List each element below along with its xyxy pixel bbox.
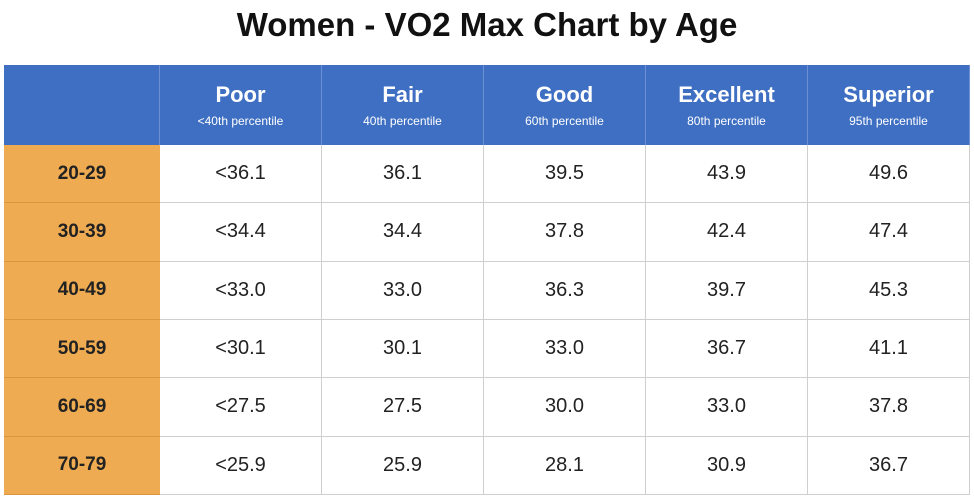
column-header: Good 60th percentile bbox=[484, 65, 646, 145]
column-label: Excellent bbox=[678, 82, 775, 107]
age-label: 20-29 bbox=[4, 145, 160, 204]
vo2-value: 37.8 bbox=[484, 203, 646, 262]
vo2-value: <33.0 bbox=[160, 261, 322, 320]
column-sublabel: 60th percentile bbox=[525, 114, 604, 128]
vo2-value: <25.9 bbox=[160, 436, 322, 495]
column-label: Good bbox=[535, 82, 594, 107]
vo2-value: 33.0 bbox=[646, 378, 808, 437]
vo2-value: 30.9 bbox=[646, 436, 808, 495]
column-sublabel: 80th percentile bbox=[687, 114, 766, 128]
vo2-value: 47.4 bbox=[808, 203, 970, 262]
age-label: 70-79 bbox=[4, 436, 160, 495]
corner-cell bbox=[4, 65, 160, 145]
age-label: 60-69 bbox=[4, 378, 160, 437]
column-label: Poor bbox=[215, 82, 266, 107]
age-label: 50-59 bbox=[4, 319, 160, 379]
vo2-value: 42.4 bbox=[646, 203, 808, 262]
vo2-value: 33.0 bbox=[322, 261, 484, 320]
vo2-value: 30.1 bbox=[322, 319, 484, 379]
vo2-value: <30.1 bbox=[160, 319, 322, 379]
vo2-table: Poor <40th percentile Fair 40th percentile G… bbox=[4, 65, 970, 495]
column-label: Superior bbox=[843, 82, 934, 107]
vo2-value: 41.1 bbox=[808, 319, 970, 379]
vo2-value: <36.1 bbox=[160, 145, 322, 204]
vo2-value: <34.4 bbox=[160, 203, 322, 262]
column-header: Poor <40th percentile bbox=[160, 65, 322, 145]
vo2-value: 36.1 bbox=[322, 145, 484, 204]
column-label: Fair bbox=[382, 82, 423, 107]
column-header: Fair 40th percentile bbox=[322, 65, 484, 145]
vo2-value: 49.6 bbox=[808, 145, 970, 204]
vo2-value: 39.5 bbox=[484, 145, 646, 204]
vo2-value: 36.7 bbox=[808, 436, 970, 495]
vo2-value: 36.7 bbox=[646, 319, 808, 379]
vo2-value: 27.5 bbox=[322, 378, 484, 437]
vo2-value: 34.4 bbox=[322, 203, 484, 262]
column-sublabel: <40th percentile bbox=[197, 114, 284, 128]
column-header: Excellent 80th percentile bbox=[646, 65, 808, 145]
vo2-value: 28.1 bbox=[484, 436, 646, 495]
vo2-value: 37.8 bbox=[808, 378, 970, 437]
vo2-value: 45.3 bbox=[808, 261, 970, 320]
column-sublabel: 40th percentile bbox=[363, 114, 442, 128]
vo2-value: 39.7 bbox=[646, 261, 808, 320]
age-label: 40-49 bbox=[4, 261, 160, 320]
vo2-value: 25.9 bbox=[322, 436, 484, 495]
vo2-value: 30.0 bbox=[484, 378, 646, 437]
age-label: 30-39 bbox=[4, 203, 160, 262]
vo2-value: 33.0 bbox=[484, 319, 646, 379]
vo2-value: <27.5 bbox=[160, 378, 322, 437]
vo2-value: 36.3 bbox=[484, 261, 646, 320]
column-sublabel: 95th percentile bbox=[849, 114, 928, 128]
column-header: Superior 95th percentile bbox=[808, 65, 970, 145]
vo2-value: 43.9 bbox=[646, 145, 808, 204]
title: Women - VO2 Max Chart by Age bbox=[236, 6, 738, 43]
